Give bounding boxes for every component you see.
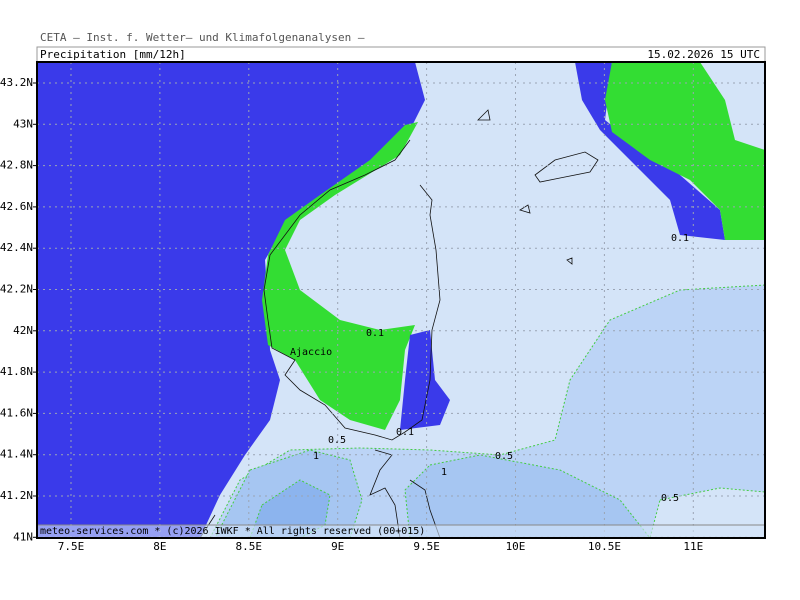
corsica-coast	[263, 139, 441, 441]
copyright: meteo-services.com * (c)2026 IWKF * All …	[40, 526, 425, 537]
lat-label: 41.4N	[0, 448, 33, 461]
axis-labels: 43.2N 43N 42.8N 42.6N 42.4N 42.2N 42N 41.8N 41.6…	[0, 76, 703, 553]
product-title: Precipitation [mm/12h]	[40, 48, 186, 61]
lat-label: 42.4N	[0, 241, 33, 254]
map-area: meteo-services.com * (c)2026 IWKF * All …	[37, 62, 765, 538]
contour-label: 0.5	[328, 435, 346, 446]
lon-label: 8E	[153, 540, 166, 553]
contour-label: 0.1	[671, 233, 689, 244]
contour-label: 0.1	[366, 328, 384, 339]
lat-label: 42.8N	[0, 159, 33, 172]
precip-0.1	[262, 122, 418, 430]
lat-label: 43.2N	[0, 76, 33, 89]
lon-label: 8.5E	[236, 540, 263, 553]
footer-band	[37, 525, 765, 538]
lon-label: 11E	[683, 540, 703, 553]
precip-1	[404, 454, 651, 538]
lat-label: 41.2N	[0, 489, 33, 502]
lon-label: 7.5E	[58, 540, 85, 553]
lat-label: 42N	[13, 324, 33, 337]
contour-label: 0.5	[661, 493, 679, 504]
map-labels: 0.1 0.1 0.1 0.5 0.5 0.5 1 1 Ajaccio	[290, 233, 689, 504]
lon-label: 10.5E	[588, 540, 621, 553]
lon-label: 10E	[506, 540, 526, 553]
lat-label: 41N	[13, 530, 33, 543]
lat-label: 43N	[13, 117, 33, 130]
lat-label: 41.6N	[0, 406, 33, 419]
graticule	[37, 62, 765, 538]
contour-label: 0.1	[396, 427, 414, 438]
map-frame	[36, 61, 766, 539]
contour-label: 1	[441, 467, 447, 478]
lat-label: 41.8N	[0, 365, 33, 378]
dry-region	[400, 330, 450, 430]
lon-label: 9E	[331, 540, 344, 553]
place-label: Ajaccio	[290, 347, 332, 358]
lon-label: 9.5E	[413, 540, 440, 553]
contour-label: 0.5	[495, 451, 513, 462]
precip-0.1	[605, 62, 765, 240]
lat-label: 42.2N	[0, 283, 33, 296]
dry-region	[575, 62, 725, 240]
contour-label: 1	[313, 451, 319, 462]
lat-label: 42.6N	[0, 200, 33, 213]
valid-time: 15.02.2026 15 UTC	[647, 48, 760, 61]
dry-region	[37, 62, 425, 538]
island-coast	[477, 109, 599, 265]
institute-title: CETA – Inst. f. Wetter– und Klimafolgena…	[40, 31, 365, 44]
